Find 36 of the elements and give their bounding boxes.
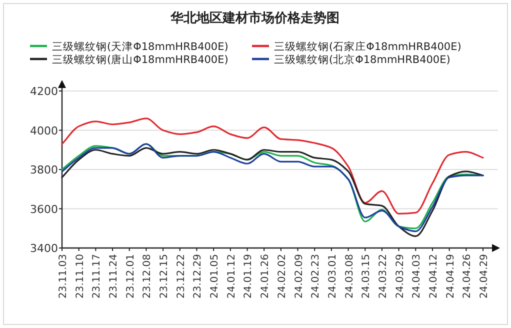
title: 华北地区建材市场价格走势图: [170, 11, 340, 26]
x-tick-label: 24.01.19: [243, 254, 254, 299]
legend-label: 三级螺纹钢(天津Φ18mmHRB400E): [52, 40, 228, 53]
x-tick-label: 24.04.03: [412, 254, 423, 299]
x-tick-label: 24.03.15: [361, 254, 372, 299]
x-tick-label: 24.04.26: [462, 254, 474, 299]
legend-label: 三级螺纹钢(石家庄Φ18mmHRB400E): [274, 40, 462, 53]
x-tick-label: 23.11.03: [58, 254, 69, 299]
y-tick-label: 3800: [30, 164, 58, 176]
x-tick-label: 23.12.08: [142, 254, 154, 299]
legend-label: 三级螺纹钢(唐山Φ18mmHRB400E): [52, 53, 228, 66]
x-tick-label: 23.12.22: [176, 254, 187, 299]
x-tick-label: 24.03.29: [394, 254, 406, 299]
x-tick-label: 24.03.01: [327, 254, 338, 299]
y-tick-label: 3600: [30, 202, 58, 216]
x-tick-label: 24.04.19: [445, 254, 456, 299]
y-tick-label: 3400: [30, 242, 58, 255]
x-tick-label: 24.04.12: [428, 254, 440, 299]
x-tick-label: 24.02.02: [276, 254, 288, 299]
x-tick-label: 23.11.17: [92, 254, 103, 299]
x-tick-label: 24.02.23: [310, 254, 322, 299]
x-tick-label: 24.01.26: [260, 254, 272, 299]
x-tick-label: 23.12.29: [192, 254, 204, 299]
x-tick-label: 24.04.29: [479, 254, 490, 299]
y-tick-label: 4200: [30, 85, 58, 98]
x-tick-label: 24.03.08: [344, 254, 356, 299]
x-tick-label: 23.11.24: [108, 254, 120, 299]
x-tick-label: 23.11.10: [74, 254, 86, 299]
x-tick-label: 24.01.12: [226, 254, 238, 299]
x-tick-label: 23.12.15: [159, 254, 170, 299]
x-tick-label: 24.02.09: [294, 254, 305, 299]
x-tick-label: 24.01.05: [210, 254, 221, 299]
y-tick-label: 4000: [30, 124, 58, 138]
x-tick-label: 23.12.01: [125, 254, 136, 299]
x-tick-label: 24.03.22: [378, 254, 389, 299]
legend-label: 三级螺纹钢(北京Φ18mmHRB400E): [274, 53, 450, 66]
